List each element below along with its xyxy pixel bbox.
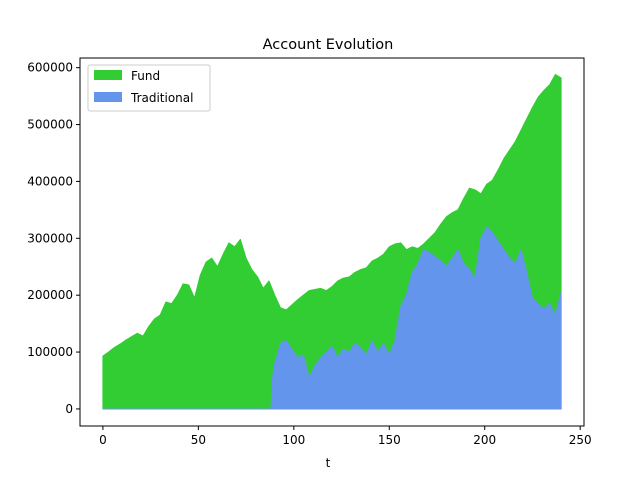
y-tick-label: 500000 — [27, 118, 73, 132]
legend-label-traditional: Traditional — [130, 91, 193, 105]
legend: Fund Traditional — [87, 64, 211, 112]
y-tick-label: 600000 — [27, 61, 73, 75]
y-tick-label: 300000 — [27, 231, 73, 245]
y-tick-label: 200000 — [27, 288, 73, 302]
x-tick-label: 200 — [473, 433, 496, 447]
area-series-traditional — [102, 226, 562, 410]
x-axis: 0 50 100 150 200 250 — [99, 426, 592, 447]
plot-area — [102, 73, 562, 410]
legend-swatch-fund — [94, 70, 122, 80]
legend-swatch-traditional — [94, 92, 122, 102]
x-tick-label: 250 — [569, 433, 592, 447]
x-tick-label: 50 — [191, 433, 206, 447]
y-tick-label: 100000 — [27, 345, 73, 359]
y-tick-label: 0 — [65, 402, 73, 416]
y-axis: 0 100000 200000 300000 400000 500000 600000 — [27, 61, 80, 416]
chart-title: Account Evolution — [263, 37, 394, 53]
x-axis-label: t — [326, 456, 331, 470]
y-tick-label: 400000 — [27, 174, 73, 188]
legend-label-fund: Fund — [131, 69, 160, 83]
axes-frame — [79, 57, 585, 427]
x-tick-label: 100 — [282, 433, 305, 447]
x-tick-label: 0 — [99, 433, 107, 447]
x-tick-label: 150 — [378, 433, 401, 447]
